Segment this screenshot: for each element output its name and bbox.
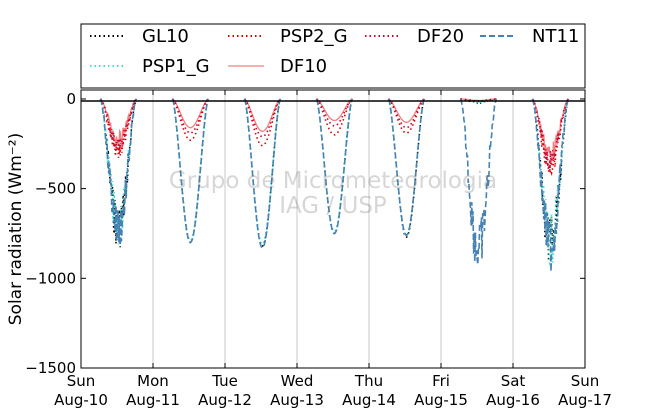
x-tick-label-day: Sun — [67, 372, 96, 390]
x-tick-label-date: Aug-16 — [486, 391, 540, 409]
y-tick-label: −1500 — [25, 359, 76, 377]
legend-label: PSP2_G — [280, 26, 348, 47]
x-tick-label-day: Fri — [432, 372, 450, 390]
x-tick-label-day: Thu — [354, 372, 383, 390]
series-group — [99, 98, 570, 272]
x-tick-label-date: Aug-10 — [54, 391, 108, 409]
legend-box — [80, 23, 586, 89]
legend-label: PSP1_G — [142, 56, 210, 77]
x-tick-label-day: Tue — [211, 372, 238, 390]
x-tick-label-day: Sun — [571, 372, 600, 390]
x-tick-label-date: Aug-14 — [342, 391, 396, 409]
x-axis: SunAug-10MonAug-11TueAug-12WedAug-13ThuA… — [54, 90, 612, 409]
y-tick-label: 0 — [66, 90, 76, 108]
watermark-line-1: Grupo de Micrometeorologia — [169, 168, 497, 194]
series-line-psp1-g — [99, 98, 570, 267]
plot-frame — [80, 89, 586, 369]
x-tick-label-day: Mon — [137, 372, 169, 390]
y-axis: 0 −500 −1000 −1500 — [25, 90, 585, 377]
series-line-df10 — [100, 98, 569, 163]
y-tick-label: −1000 — [25, 269, 76, 287]
x-tick-label-date: Aug-11 — [126, 391, 180, 409]
legend-label: DF10 — [280, 56, 327, 77]
watermark-line-2: IAG / USP — [279, 193, 387, 219]
y-tick-label: −500 — [35, 180, 76, 198]
series-line-psp2-g — [99, 98, 569, 177]
legend-label: GL10 — [142, 26, 189, 47]
series-line-nt11 — [99, 98, 570, 272]
x-tick-label-day: Wed — [281, 372, 314, 390]
x-tick-label-date: Aug-13 — [270, 391, 324, 409]
legend-label: DF20 — [417, 26, 464, 47]
x-tick-label-date: Aug-17 — [558, 391, 612, 409]
legend-label: NT11 — [532, 26, 579, 47]
y-axis-label: Solar radiation (Wm⁻²) — [6, 133, 26, 325]
grid-lines — [152, 90, 514, 368]
legend: GL10 PSP1_G PSP2_G DF10 DF20 NT11 — [80, 23, 586, 89]
x-tick-label-date: Aug-15 — [414, 391, 468, 409]
x-tick-label-day: Sat — [501, 372, 526, 390]
x-tick-label-date: Aug-12 — [198, 391, 252, 409]
